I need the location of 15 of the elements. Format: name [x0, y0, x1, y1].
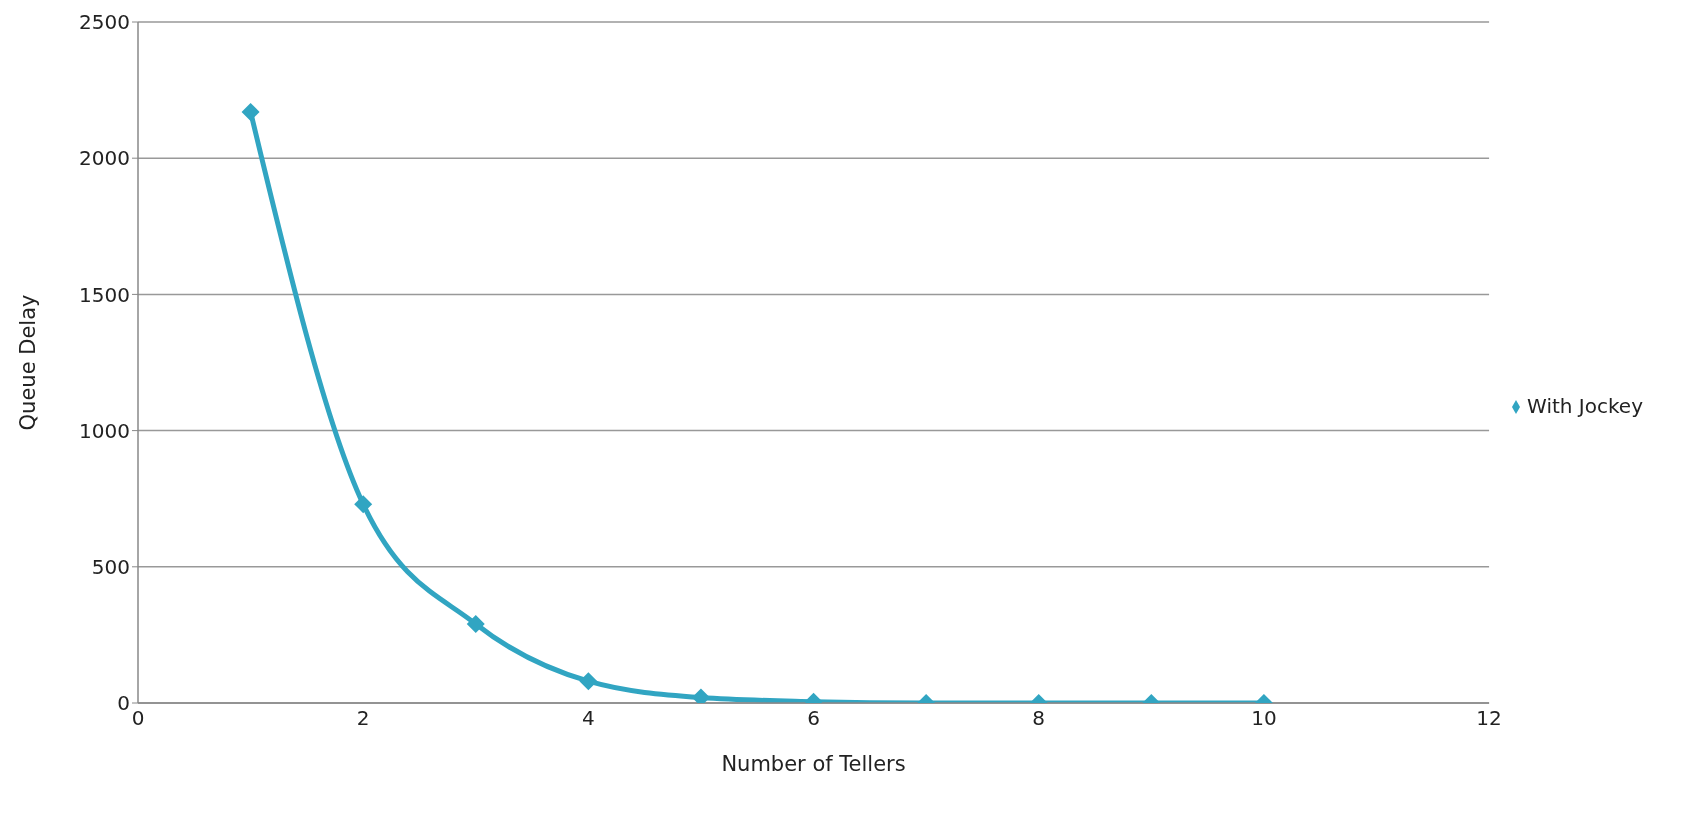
x-tick-label: 12: [1476, 706, 1502, 731]
x-tick-label: 10: [1251, 706, 1277, 731]
y-tick-label: 1000: [79, 418, 130, 443]
x-tick-label: 4: [581, 706, 595, 731]
y-tick-label: 500: [91, 554, 130, 579]
x-tick-label: 8: [1032, 706, 1046, 731]
y-axis-title: Queue Delay: [16, 294, 41, 431]
y-tick-label: 1500: [79, 282, 130, 307]
x-tick-label: 2: [356, 706, 370, 731]
y-tick-label: 2000: [79, 146, 130, 171]
x-tick-label: 6: [807, 706, 820, 731]
point: [241, 102, 260, 121]
y-tick-label: 2500: [79, 10, 130, 35]
x-axis-title: Number of Tellers: [721, 752, 906, 776]
legend-label: With Jockey: [1527, 393, 1643, 418]
